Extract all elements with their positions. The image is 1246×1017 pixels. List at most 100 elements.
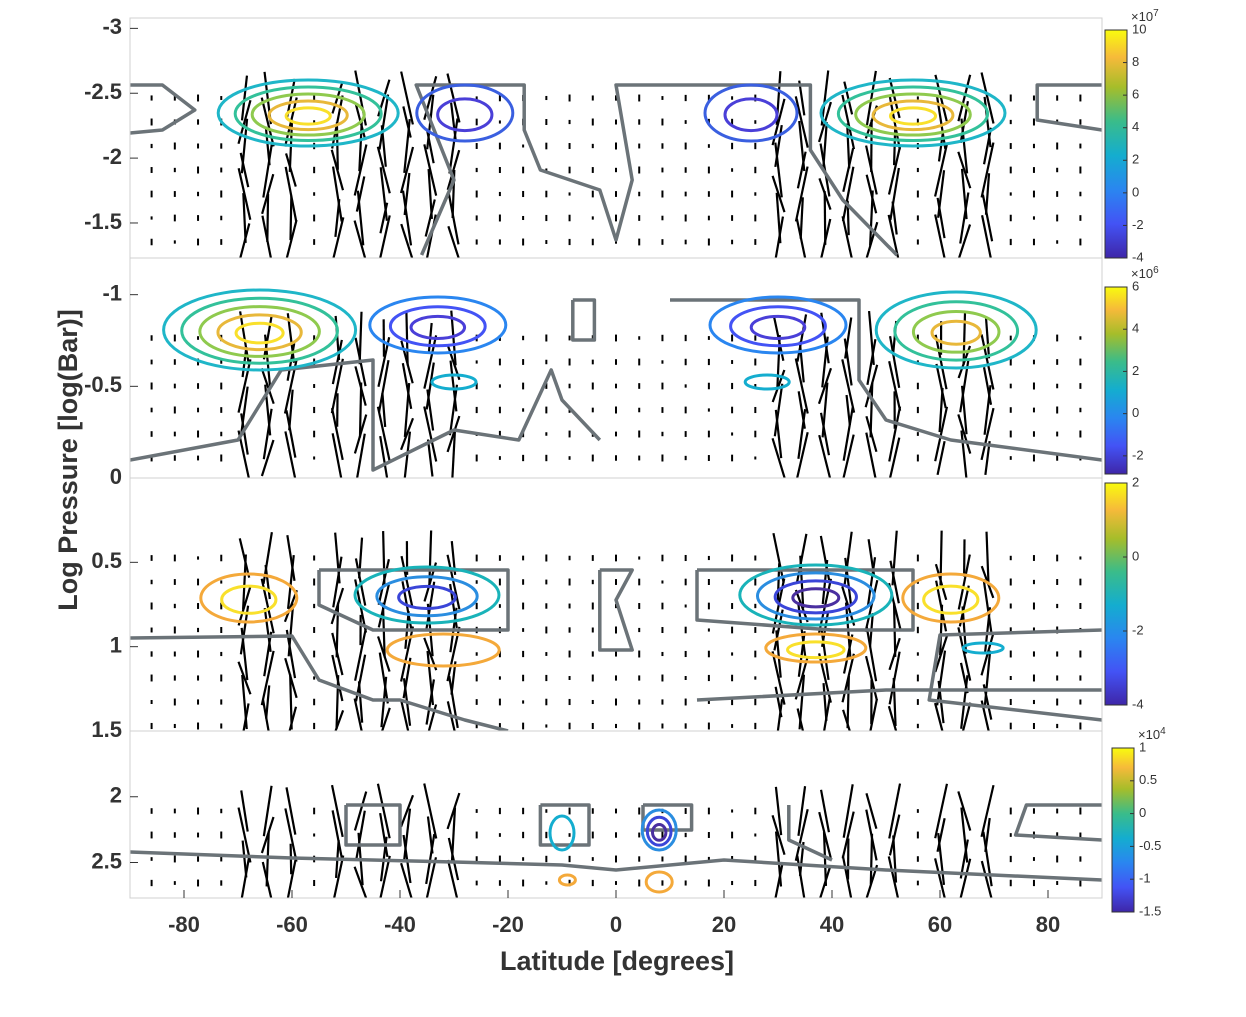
colorbar-tick-label: -1 <box>1139 871 1151 886</box>
contour-line <box>876 292 1036 368</box>
quiver-arrow <box>267 194 268 242</box>
quiver-arrow <box>448 860 459 906</box>
contour-line <box>725 99 777 131</box>
contour-line <box>411 316 465 338</box>
colorbar-tick-label: -1.5 <box>1139 903 1161 918</box>
x-tick-label: -20 <box>492 912 524 937</box>
x-tick-label: 80 <box>1036 912 1060 937</box>
contour-line <box>890 108 935 124</box>
quiver-arrow <box>866 433 876 484</box>
quiver-arrow <box>844 784 853 837</box>
x-tick-label: 60 <box>928 912 952 937</box>
contour-line <box>559 875 575 885</box>
quiver-arrow <box>286 787 295 834</box>
quiver-arrow <box>266 565 270 599</box>
y-tick-label: 2 <box>110 783 122 808</box>
contour-line <box>438 99 492 131</box>
colorbar-tick-label: 2 <box>1132 363 1139 378</box>
zero-contour <box>1016 805 1102 840</box>
x-axis-title: Latitude [degrees] <box>500 946 734 976</box>
zero-contour <box>1037 85 1102 130</box>
quiver-arrow <box>378 215 390 268</box>
y-tick-label: -0.5 <box>84 372 122 397</box>
colorbar <box>1112 748 1134 912</box>
quiver-arrow <box>847 395 850 425</box>
zero-contour <box>130 360 600 470</box>
y-tick-label: -1.5 <box>84 209 122 234</box>
colorbar-tick-label: 4 <box>1132 321 1139 336</box>
panel <box>130 290 1102 485</box>
quiver-arrow <box>337 675 339 729</box>
contour-line <box>387 634 499 666</box>
colorbar-tick-label: 8 <box>1132 54 1139 69</box>
colorbar <box>1105 483 1127 705</box>
panel <box>130 531 1102 754</box>
quiver-arrow <box>958 859 970 908</box>
colorbar-tick-label: 6 <box>1132 87 1139 102</box>
x-tick-label: 20 <box>712 912 736 937</box>
x-tick-label: -60 <box>276 912 308 937</box>
colorbar-tick-label: 0 <box>1139 805 1146 820</box>
quiver-arrow <box>866 793 876 828</box>
x-tick-label: 40 <box>820 912 844 937</box>
y-tick-label: -1 <box>102 280 122 305</box>
colorbar-tick-label: -2 <box>1132 622 1144 637</box>
contour-line <box>646 872 672 892</box>
quiver-arrow <box>291 196 292 240</box>
y-tick-label: 1.5 <box>91 717 122 742</box>
y-tick-label: -2 <box>102 144 122 169</box>
colorbar-multiplier: ×107 <box>1131 8 1159 25</box>
contour-line <box>705 85 797 141</box>
y-axis-title: Log Pressure [log(Bar)] <box>53 309 83 611</box>
y-tick-label: 2.5 <box>91 848 122 873</box>
zero-contour <box>643 805 692 830</box>
quiver-arrow <box>266 685 269 718</box>
y-tick-label: 0 <box>110 464 122 489</box>
quiver-arrow <box>987 532 989 585</box>
y-tick-label: -3 <box>102 14 122 39</box>
colorbar-tick-label: 2 <box>1132 474 1139 489</box>
contour-line <box>653 825 666 841</box>
quiver-arrow <box>893 201 897 234</box>
panel <box>130 71 1102 270</box>
quiver-arrow <box>964 311 965 365</box>
y-tick-label: 1 <box>110 632 122 657</box>
zero-contour <box>929 630 1102 720</box>
colorbar-tick-label: 0 <box>1132 405 1139 420</box>
contour-line <box>164 290 356 370</box>
contour-line <box>788 642 845 658</box>
contour-line <box>218 315 301 350</box>
colorbar-tick-label: -4 <box>1132 249 1144 264</box>
quiver-arrow <box>801 197 803 238</box>
x-tick-label: -40 <box>384 912 416 937</box>
colorbar-tick-label: 0 <box>1132 184 1139 199</box>
zero-contour <box>540 805 589 845</box>
x-tick-label: -80 <box>168 912 200 937</box>
quiver-arrow <box>894 678 896 726</box>
colorbar-tick-label: 0.5 <box>1139 772 1157 787</box>
colorbar-multiplier: ×104 <box>1138 726 1166 743</box>
contour-line <box>963 643 1003 653</box>
colorbar <box>1105 287 1127 474</box>
colorbar <box>1105 30 1127 258</box>
zero-contour <box>319 570 508 630</box>
quiver-arrow <box>335 199 339 237</box>
zero-contour <box>670 300 1102 460</box>
quiver-arrow <box>890 438 899 479</box>
quiver-arrow <box>333 433 342 482</box>
zero-contour <box>697 690 1102 700</box>
colorbar-tick-label: -4 <box>1132 696 1144 711</box>
zero-contour <box>573 300 595 340</box>
x-tick-label: 0 <box>610 912 622 937</box>
zero-contour <box>130 85 195 133</box>
quiver-arrow <box>401 795 413 827</box>
colorbar-tick-label: 0 <box>1132 548 1139 563</box>
contour-line <box>932 321 980 344</box>
quiver-arrow <box>382 393 385 427</box>
quiver-arrow <box>871 834 872 885</box>
contour-line <box>924 586 978 613</box>
colorbar-tick-label: 4 <box>1132 119 1139 134</box>
quiver-arrow <box>848 676 849 728</box>
colorbar-multiplier: ×106 <box>1131 265 1159 282</box>
